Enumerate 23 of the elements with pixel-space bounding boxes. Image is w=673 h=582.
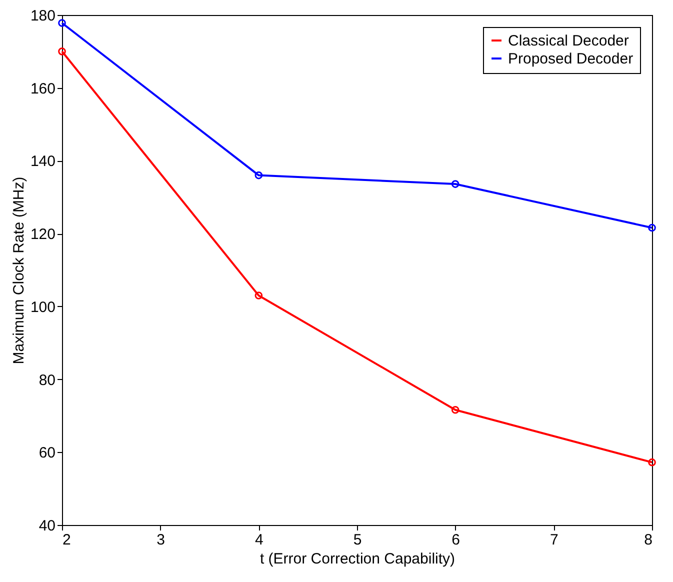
x-tick-label: 3: [156, 532, 166, 548]
y-tick-label: 40: [38, 518, 56, 534]
legend-label: Proposed Decoder: [508, 50, 634, 68]
y-tick-label: 60: [38, 444, 56, 462]
legend-label: Classical Decoder: [508, 32, 629, 50]
point: [451, 180, 460, 188]
y-tick-label: 80: [38, 372, 56, 389]
x-tick-label: 5: [353, 532, 362, 548]
point: [254, 171, 263, 180]
point: [451, 406, 460, 414]
y-tick-label: 140: [30, 153, 56, 170]
x-tick-label: 7: [550, 532, 558, 548]
y-tick-label: 160: [30, 80, 56, 98]
x-tick-label: 2: [62, 532, 71, 548]
y-tick-label: 120: [30, 226, 56, 244]
point: [254, 292, 263, 300]
y-tick-label: 100: [30, 298, 56, 316]
x-tick-label: 4: [254, 532, 264, 548]
x-tick-label: 6: [452, 532, 460, 548]
y-axis-title: Maximum Clock Rate (MHz): [10, 176, 28, 364]
x-tick-label: 8: [644, 532, 652, 548]
x-axis-title: t (Error Correction Capability): [260, 550, 456, 568]
y-tick-label: 180: [30, 8, 56, 24]
